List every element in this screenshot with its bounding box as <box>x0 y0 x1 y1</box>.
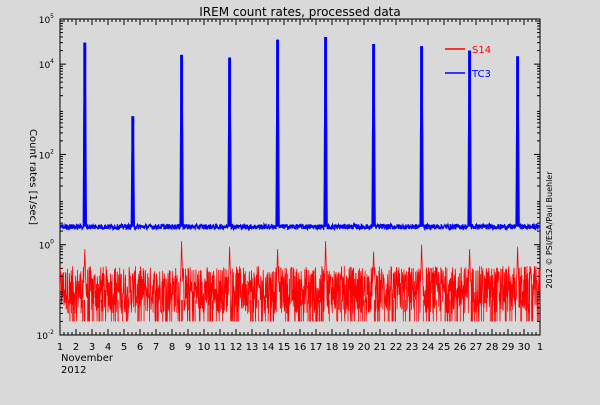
x-tick-label: 22 <box>390 342 403 353</box>
x-tick-label: 19 <box>342 342 355 353</box>
x-tick-label: 9 <box>185 342 191 353</box>
x-tick-label: 14 <box>262 342 275 353</box>
legend-label: TC3 <box>471 69 491 80</box>
y-tick-label: 10-2 <box>37 329 55 342</box>
series-tc3 <box>59 36 541 232</box>
y-axis: 10-2 100 102 104 105 <box>37 13 540 342</box>
x-tick-label: 3 <box>89 342 95 353</box>
x-tick-label: 15 <box>278 342 291 353</box>
x-tick-label: 17 <box>310 342 323 353</box>
x-tick-label: 18 <box>326 342 339 353</box>
x-tick-label: 7 <box>153 342 159 353</box>
series-s14 <box>59 241 541 322</box>
series-tc3-line <box>59 36 541 232</box>
x-tick-label: 4 <box>105 342 111 353</box>
x-tick-label: 1 <box>57 342 63 353</box>
x-tick-label: 21 <box>374 342 387 353</box>
x-tick-label: 2 <box>73 342 79 353</box>
y-axis-label: Count rates [1/sec] <box>27 129 38 225</box>
x-tick-label: 6 <box>137 342 143 353</box>
x-tick-label: 27 <box>470 342 483 353</box>
x-tick-label: 26 <box>454 342 467 353</box>
x-tick-label: 8 <box>169 342 175 353</box>
x-tick-label: 16 <box>294 342 307 353</box>
x-tick-label: 28 <box>486 342 499 353</box>
legend: S14 TC3 <box>445 45 491 80</box>
x-tick-label: 23 <box>406 342 419 353</box>
x-tick-label: 5 <box>121 342 127 353</box>
legend-label: S14 <box>472 45 491 56</box>
x-axis-label-year: 2012 <box>61 365 86 376</box>
x-tick-label: 12 <box>230 342 243 353</box>
y-tick-label: 100 <box>39 239 54 252</box>
x-tick-label: 10 <box>198 342 211 353</box>
chart-title: IREM count rates, processed data <box>199 5 401 19</box>
y-tick-label: 102 <box>39 148 54 161</box>
x-tick-label: 24 <box>422 342 435 353</box>
y-tick-label: 104 <box>39 58 54 71</box>
y-tick-label: 105 <box>39 13 54 26</box>
x-tick-label: 29 <box>502 342 515 353</box>
x-tick-label: 1 <box>537 342 543 353</box>
x-axis: 1 2 3 4 5 6 7 8 9 10 11 12 13 14 15 16 17 18 19 20 21 22 23 24 2… <box>57 19 543 353</box>
series-layer <box>59 36 541 322</box>
x-tick-label: 20 <box>358 342 371 353</box>
credit-text: 2012 © PSI/ESA/Paul Buehler <box>545 171 554 289</box>
x-tick-label: 30 <box>518 342 531 353</box>
x-tick-label: 25 <box>438 342 451 353</box>
x-tick-label: 11 <box>214 342 227 353</box>
x-axis-label-month: November <box>61 353 114 364</box>
x-tick-label: 13 <box>246 342 259 353</box>
